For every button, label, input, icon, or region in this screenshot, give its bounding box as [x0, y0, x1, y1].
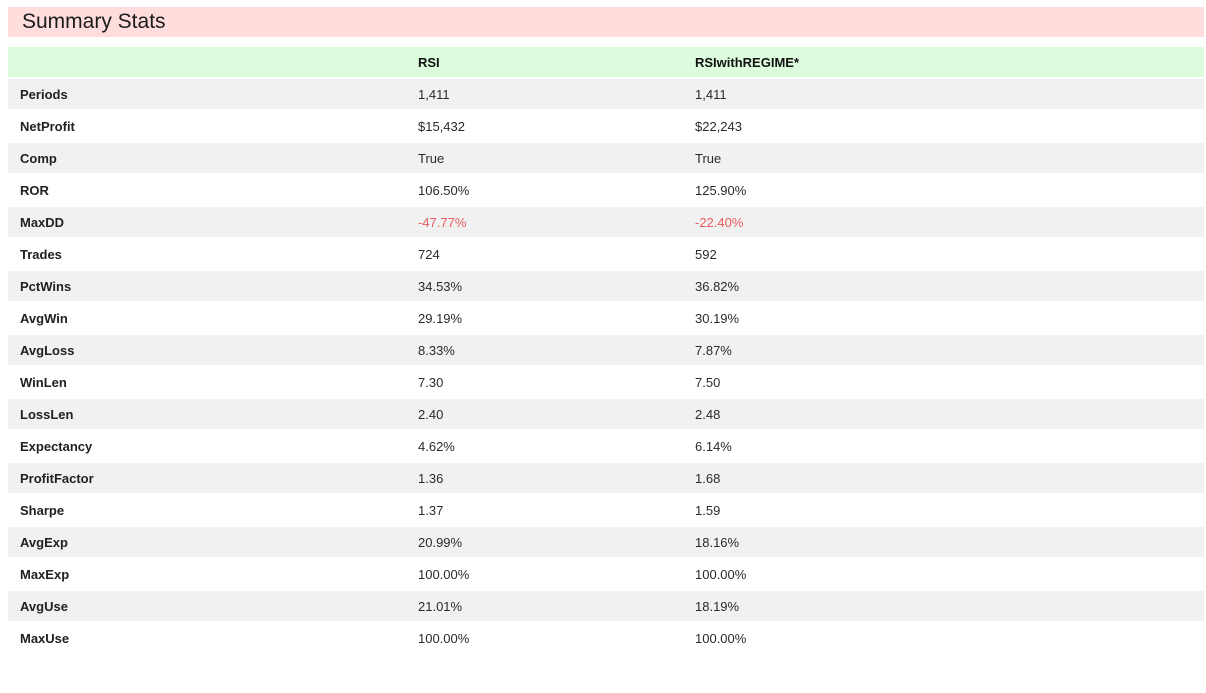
column-header-rsi: RSI — [406, 47, 683, 79]
metric-label: Trades — [8, 239, 406, 271]
metric-label: MaxUse — [8, 623, 406, 655]
metric-label: ROR — [8, 175, 406, 207]
rsi-value: 100.00% — [406, 623, 683, 655]
rsiwithregime-value: 1,411 — [683, 79, 1204, 111]
metric-label: AvgWin — [8, 303, 406, 335]
table-row: MaxExp 100.00% 100.00% — [8, 559, 1204, 591]
rsi-value: 724 — [406, 239, 683, 271]
metric-label: AvgLoss — [8, 335, 406, 367]
rsiwithregime-value: 125.90% — [683, 175, 1204, 207]
metric-label: LossLen — [8, 399, 406, 431]
rsi-value: 4.62% — [406, 431, 683, 463]
metric-label: MaxDD — [8, 207, 406, 239]
table-row: PctWins 34.53% 36.82% — [8, 271, 1204, 303]
rsi-value: -47.77% — [406, 207, 683, 239]
rsiwithregime-value: 36.82% — [683, 271, 1204, 303]
title-bar: Summary Stats — [8, 7, 1204, 37]
rsi-value: 1.37 — [406, 495, 683, 527]
metric-label: Comp — [8, 143, 406, 175]
table-row: MaxUse 100.00% 100.00% — [8, 623, 1204, 655]
table-body: Periods 1,411 1,411 NetProfit $15,432 $22,243… — [8, 79, 1204, 655]
table-row: Sharpe 1.37 1.59 — [8, 495, 1204, 527]
rsiwithregime-value: 7.50 — [683, 367, 1204, 399]
table-row: Periods 1,411 1,411 — [8, 79, 1204, 111]
metric-label: PctWins — [8, 271, 406, 303]
metric-label: NetProfit — [8, 111, 406, 143]
page: Summary Stats RSI RSIwithREGIME* Periods… — [8, 7, 1204, 655]
column-header-metric — [8, 47, 406, 79]
metric-label: ProfitFactor — [8, 463, 406, 495]
rsiwithregime-value: 1.59 — [683, 495, 1204, 527]
table-row: ProfitFactor 1.36 1.68 — [8, 463, 1204, 495]
metric-label: MaxExp — [8, 559, 406, 591]
metric-label: AvgExp — [8, 527, 406, 559]
table-row: MaxDD -47.77% -22.40% — [8, 207, 1204, 239]
rsiwithregime-value: $22,243 — [683, 111, 1204, 143]
table-row: ROR 106.50% 125.90% — [8, 175, 1204, 207]
table-row: AvgWin 29.19% 30.19% — [8, 303, 1204, 335]
table-row: AvgUse 21.01% 18.19% — [8, 591, 1204, 623]
rsi-value: $15,432 — [406, 111, 683, 143]
rsi-value: 34.53% — [406, 271, 683, 303]
metric-label: AvgUse — [8, 591, 406, 623]
rsiwithregime-value: 7.87% — [683, 335, 1204, 367]
table-row: NetProfit $15,432 $22,243 — [8, 111, 1204, 143]
metric-label: WinLen — [8, 367, 406, 399]
rsi-value: 1,411 — [406, 79, 683, 111]
table-row: Comp True True — [8, 143, 1204, 175]
rsiwithregime-value: 18.19% — [683, 591, 1204, 623]
rsiwithregime-value: 6.14% — [683, 431, 1204, 463]
table-row: AvgLoss 8.33% 7.87% — [8, 335, 1204, 367]
metric-label: Sharpe — [8, 495, 406, 527]
table-row: LossLen 2.40 2.48 — [8, 399, 1204, 431]
rsi-value: 7.30 — [406, 367, 683, 399]
column-header-rsiwithregime: RSIwithREGIME* — [683, 47, 1204, 79]
rsi-value: 1.36 — [406, 463, 683, 495]
rsiwithregime-value: True — [683, 143, 1204, 175]
rsiwithregime-value: 1.68 — [683, 463, 1204, 495]
rsi-value: 29.19% — [406, 303, 683, 335]
rsiwithregime-value: 100.00% — [683, 559, 1204, 591]
rsiwithregime-value: 30.19% — [683, 303, 1204, 335]
rsi-value: 100.00% — [406, 559, 683, 591]
table-row: AvgExp 20.99% 18.16% — [8, 527, 1204, 559]
table-header-row: RSI RSIwithREGIME* — [8, 47, 1204, 79]
metric-label: Periods — [8, 79, 406, 111]
table-row: Expectancy 4.62% 6.14% — [8, 431, 1204, 463]
page-title: Summary Stats — [22, 10, 166, 33]
summary-stats-table: RSI RSIwithREGIME* Periods 1,411 1,411 NetP… — [8, 47, 1204, 655]
metric-label: Expectancy — [8, 431, 406, 463]
rsiwithregime-value: -22.40% — [683, 207, 1204, 239]
table-row: WinLen 7.30 7.50 — [8, 367, 1204, 399]
rsi-value: 20.99% — [406, 527, 683, 559]
rsi-value: 8.33% — [406, 335, 683, 367]
rsi-value: True — [406, 143, 683, 175]
rsiwithregime-value: 592 — [683, 239, 1204, 271]
table-row: Trades 724 592 — [8, 239, 1204, 271]
rsi-value: 21.01% — [406, 591, 683, 623]
rsi-value: 2.40 — [406, 399, 683, 431]
rsiwithregime-value: 18.16% — [683, 527, 1204, 559]
rsiwithregime-value: 2.48 — [683, 399, 1204, 431]
rsiwithregime-value: 100.00% — [683, 623, 1204, 655]
rsi-value: 106.50% — [406, 175, 683, 207]
